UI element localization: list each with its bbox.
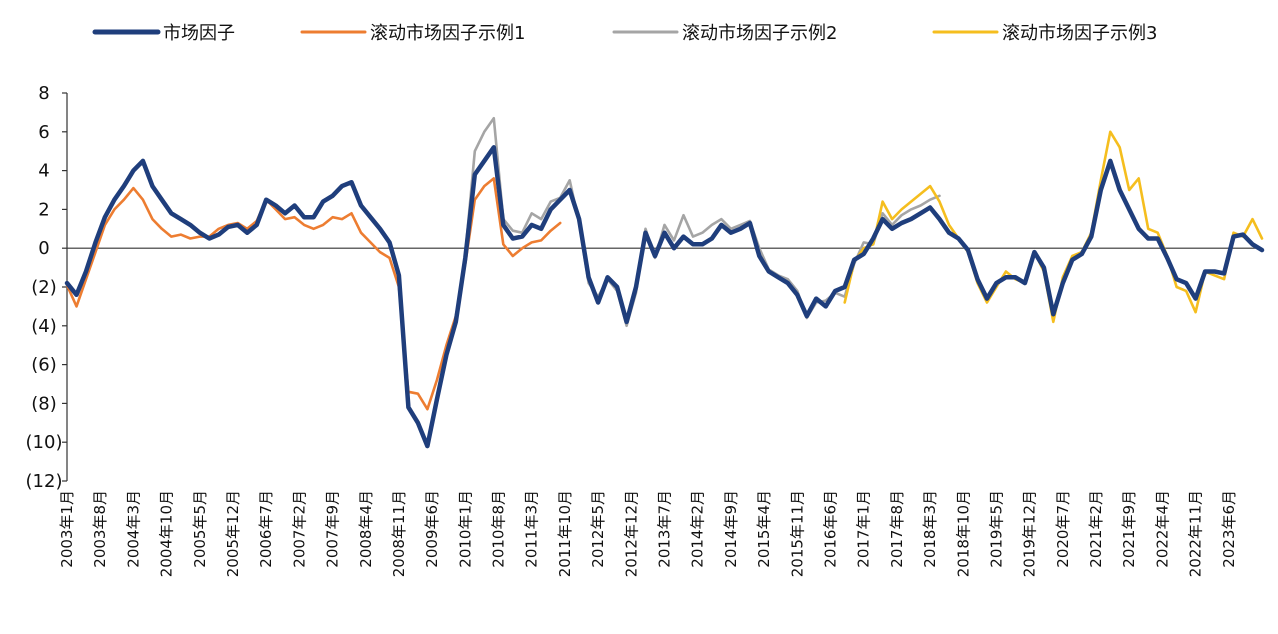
x-tick-label: 2017年1月 — [855, 490, 873, 568]
legend-label-1: 市场因子 — [163, 23, 235, 44]
x-tick-label: 2007年2月 — [290, 490, 308, 568]
x-tick-label: 2006年7月 — [257, 490, 275, 568]
legend-label-2: 滚动市场因子示例1 — [370, 23, 525, 44]
legend-label-3: 滚动市场因子示例2 — [682, 23, 837, 44]
x-tick-label: 2004年3月 — [124, 490, 142, 568]
y-tick-label: (4) — [31, 316, 57, 337]
series-group — [64, 116, 1265, 449]
x-tick-label: 2019年12月 — [1021, 490, 1039, 577]
x-tick-label: 2011年10月 — [556, 490, 574, 577]
x-tick-label: 2016年6月 — [821, 490, 839, 568]
x-tick-label: 2021年9月 — [1120, 490, 1138, 568]
x-tick-label: 2009年6月 — [423, 490, 441, 568]
x-tick-label: 2019年5月 — [987, 490, 1005, 568]
y-tick-label: (8) — [31, 393, 57, 414]
series-line-4 — [843, 130, 1264, 324]
y-tick-label: 4 — [38, 161, 49, 182]
x-tick-label: 2005年12月 — [224, 490, 242, 577]
x-tick-label: 2021年2月 — [1087, 490, 1105, 568]
x-tick-label: 2005年5月 — [191, 490, 209, 568]
x-tick-label: 2010年8月 — [490, 490, 508, 568]
x-tick-label: 2004年10月 — [158, 490, 176, 577]
y-tick-label: (12) — [26, 471, 63, 492]
y-tick-label: (10) — [26, 432, 63, 453]
y-tick-label: 2 — [38, 199, 49, 220]
y-tick-label: 6 — [38, 122, 49, 143]
series-line-1 — [64, 145, 1265, 449]
x-tick-label: 2020年7月 — [1054, 490, 1072, 568]
x-tick-label: 2007年9月 — [324, 490, 342, 568]
x-tick-label: 2017年8月 — [888, 490, 906, 568]
x-tick-label: 2023年6月 — [1220, 490, 1238, 568]
y-tick-label: (6) — [31, 355, 57, 376]
x-tick-label: 2018年3月 — [921, 490, 939, 568]
y-tick-label: 0 — [38, 238, 49, 259]
x-tick-label: 2015年11月 — [788, 490, 806, 577]
x-tick-label: 2012年12月 — [622, 490, 640, 577]
legend: 市场因子 滚动市场因子示例1 滚动市场因子示例2 滚动市场因子示例3 — [92, 23, 1157, 44]
series-line-3 — [463, 116, 941, 328]
x-tick-label: 2013年7月 — [656, 490, 674, 568]
x-tick-label: 2008年4月 — [357, 490, 375, 568]
x-tick-label: 2008年11月 — [390, 490, 408, 577]
x-tick-label: 2022年11月 — [1187, 490, 1205, 577]
x-tick-label: 2003年8月 — [91, 490, 109, 568]
x-tick-label: 2010年1月 — [456, 490, 474, 568]
y-tick-label: (2) — [31, 277, 57, 298]
x-tick-label: 2011年3月 — [523, 490, 541, 568]
x-tick-label: 2018年10月 — [954, 490, 972, 577]
x-tick-label: 2022年4月 — [1153, 490, 1171, 568]
x-tick-label: 2014年9月 — [722, 490, 740, 568]
x-tick-label: 2014年2月 — [689, 490, 707, 568]
legend-label-4: 滚动市场因子示例3 — [1002, 23, 1157, 44]
x-tick-label: 2003年1月 — [58, 490, 76, 568]
y-tick-label: 8 — [38, 83, 49, 104]
x-tick-label: 2015年4月 — [755, 490, 773, 568]
axes: 8 6 4 2 0 (2) (4) (6) (8) (10) (12)2003年1月 2003年8月 2… — [26, 83, 1262, 577]
series-line-2 — [65, 177, 562, 411]
x-tick-label: 2012年5月 — [589, 490, 607, 568]
